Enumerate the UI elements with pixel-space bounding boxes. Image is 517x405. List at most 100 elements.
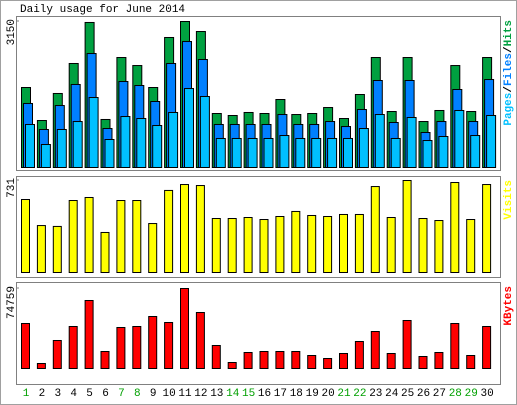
x-tick-label: 15: [242, 388, 255, 400]
bar: [180, 184, 189, 273]
bar: [116, 200, 126, 273]
bar: [52, 225, 62, 273]
x-tick-label: 30: [480, 388, 493, 400]
bar: [354, 340, 364, 370]
bar: [307, 354, 317, 370]
x-tick-label: 18: [290, 388, 303, 400]
bar: [195, 185, 205, 273]
bar: [374, 114, 385, 168]
bar: [199, 95, 210, 168]
x-tick-label: 21: [337, 388, 351, 400]
bar: [136, 118, 147, 168]
bar: [120, 116, 131, 169]
bar: [132, 200, 142, 273]
bar: [343, 137, 353, 168]
x-tick-label: 5: [86, 388, 93, 400]
x-tick-label: 9: [150, 388, 157, 400]
bar: [36, 225, 46, 274]
bar: [402, 319, 412, 369]
x-tick-label: 13: [210, 388, 223, 400]
bar: [21, 199, 30, 273]
bar: [68, 200, 78, 273]
x-tick-label: 16: [258, 388, 271, 400]
bar: [148, 223, 158, 273]
bar: [450, 182, 460, 274]
x-tick-label: 23: [369, 388, 382, 400]
bar: [323, 215, 333, 273]
x-tick-label: 29: [465, 388, 478, 400]
bar: [259, 350, 269, 369]
bar: [275, 215, 285, 273]
x-tick-label: 19: [306, 388, 319, 400]
bar: [84, 299, 94, 369]
x-tick-label: 14: [226, 388, 240, 400]
bar: [418, 355, 428, 370]
bar: [40, 144, 51, 168]
bar: [243, 217, 253, 274]
bar: [215, 137, 226, 168]
bar: [104, 139, 115, 169]
x-tick-label: 8: [134, 388, 141, 400]
bar: [339, 352, 348, 370]
bar: [291, 210, 301, 273]
bar: [275, 350, 285, 369]
bar: [168, 111, 179, 168]
bar: [247, 137, 258, 168]
bar: [279, 135, 290, 168]
bar: [386, 217, 396, 274]
bar: [72, 121, 83, 168]
bar: [68, 325, 78, 370]
bar: [311, 137, 322, 168]
x-tick-label: 24: [385, 388, 399, 400]
bar: [180, 288, 189, 369]
bar: [243, 351, 253, 369]
legend-entry: Files: [503, 53, 515, 86]
bar: [100, 231, 110, 274]
x-tick-label: 2: [39, 388, 46, 400]
bar: [438, 135, 449, 169]
x-tick-label: 10: [162, 388, 175, 400]
chart-title: Daily usage for June 2014: [20, 4, 185, 16]
x-tick-label: 27: [433, 388, 446, 400]
legend-separator: /: [503, 46, 515, 53]
x-tick-label: 6: [102, 388, 109, 400]
legend-entry: Pages: [503, 93, 515, 126]
x-tick-label: 11: [178, 388, 192, 400]
bar: [434, 220, 444, 273]
bar: [152, 125, 163, 169]
y-tick-label: 74759: [6, 286, 18, 319]
bar: [370, 186, 380, 274]
bar: [164, 321, 174, 370]
bar: [470, 135, 481, 168]
legend-entry: Hits: [503, 20, 515, 46]
bar: [52, 339, 62, 370]
bar: [406, 116, 417, 168]
bar: [390, 137, 401, 168]
bar: [486, 114, 497, 169]
bar: [25, 123, 35, 168]
bar: [323, 357, 333, 370]
bar: [36, 362, 46, 369]
bar: [211, 218, 221, 273]
bar: [327, 137, 338, 168]
bar: [88, 97, 99, 168]
bar: [116, 326, 126, 369]
bar: [482, 184, 492, 273]
bar: [227, 218, 237, 273]
bar: [354, 213, 364, 274]
bar: [132, 325, 142, 370]
bar: [422, 140, 433, 169]
legend: Pages/Files/Hits: [503, 20, 515, 126]
bar: [434, 351, 444, 369]
legend-separator: /: [503, 86, 515, 93]
bar: [164, 189, 174, 274]
bar: [386, 352, 396, 370]
legend-entry: KBytes: [503, 286, 515, 326]
bar: [454, 109, 465, 169]
bar: [184, 88, 194, 168]
bar: [339, 213, 348, 274]
bar: [291, 350, 301, 369]
bar: [307, 214, 317, 273]
legend-entry: Visits: [503, 180, 515, 220]
